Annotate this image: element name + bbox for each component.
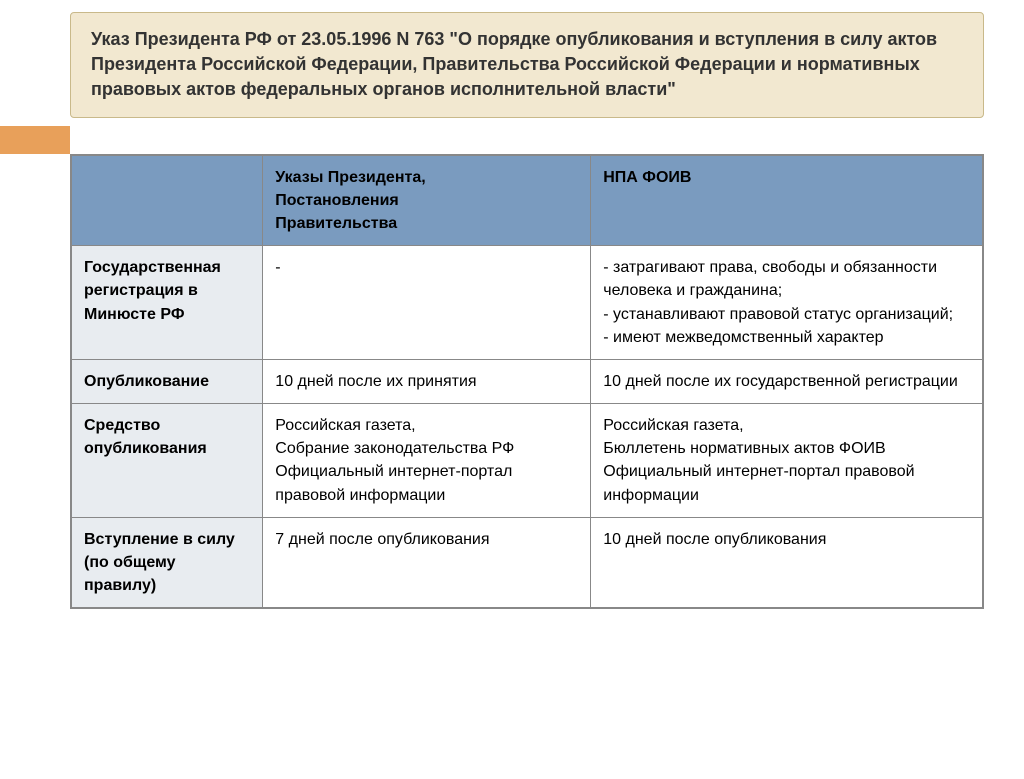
header-empty — [72, 155, 263, 246]
cell-value: Российская газета,Собрание законодательс… — [263, 404, 591, 518]
table-header-row: Указы Президента, Постановления Правител… — [72, 155, 983, 246]
orange-accent-tab — [0, 126, 70, 154]
header-presidential-acts: Указы Президента, Постановления Правител… — [263, 155, 591, 246]
row-label: Вступление в силу (по общему правилу) — [72, 517, 263, 608]
cell-value: 7 дней после опубликования — [263, 517, 591, 608]
header-line: Постановления — [275, 189, 578, 212]
row-label: Средство опубликования — [72, 404, 263, 518]
table-row: Вступление в силу (по общему правилу) 7 … — [72, 517, 983, 608]
cell-value: Российская газета,Бюллетень нормативных … — [591, 404, 983, 518]
comparison-table-container: Указы Президента, Постановления Правител… — [70, 154, 984, 610]
table-row: Опубликование 10 дней после их принятия … — [72, 359, 983, 403]
cell-value: - — [263, 246, 591, 360]
comparison-table: Указы Президента, Постановления Правител… — [71, 155, 983, 609]
table-row: Средство опубликования Российская газета… — [72, 404, 983, 518]
table-row: Государственная регистрация в Минюсте РФ… — [72, 246, 983, 360]
cell-value: - затрагивают права, свободы и обязаннос… — [591, 246, 983, 360]
document-title: Указ Президента РФ от 23.05.1996 N 763 "… — [70, 12, 984, 118]
header-line: Указы Президента, — [275, 166, 578, 189]
cell-value: 10 дней после их государственной регистр… — [591, 359, 983, 403]
row-label: Опубликование — [72, 359, 263, 403]
cell-value: 10 дней после их принятия — [263, 359, 591, 403]
row-label: Государственная регистрация в Минюсте РФ — [72, 246, 263, 360]
cell-value: 10 дней после опубликования — [591, 517, 983, 608]
header-npa-foiv: НПА ФОИВ — [591, 155, 983, 246]
header-line: Правительства — [275, 212, 578, 235]
